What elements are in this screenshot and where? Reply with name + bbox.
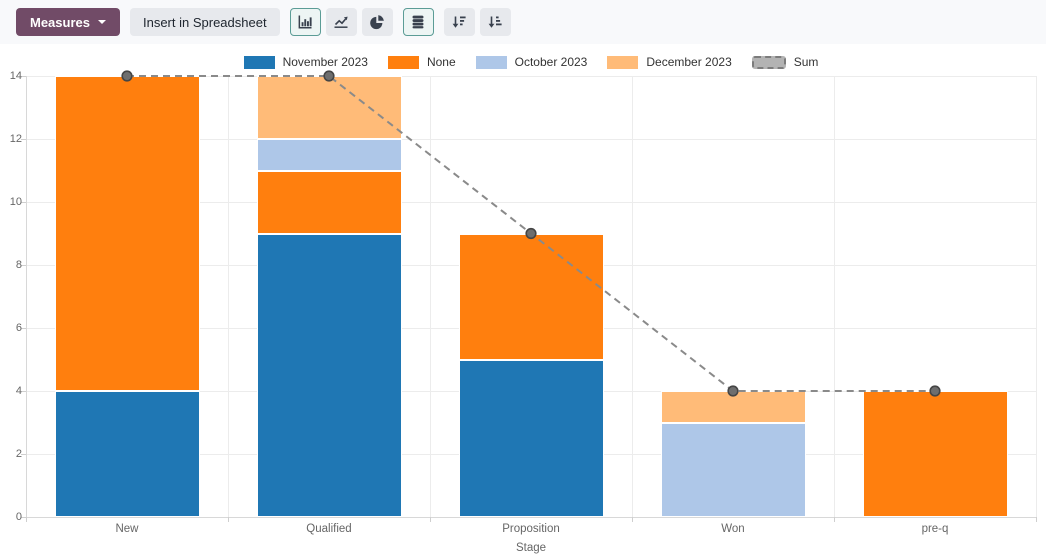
- legend-swatch: [607, 55, 639, 69]
- bar-chart-button[interactable]: [289, 8, 321, 36]
- chart-type-switcher: [289, 8, 393, 36]
- legend-label: Sum: [793, 55, 819, 69]
- line-chart-button[interactable]: [325, 8, 357, 36]
- toolbar: Measures Insert in Spreadsheet: [0, 0, 1046, 44]
- gridline-horizontal: [26, 139, 1036, 140]
- bar-segment-november-2023-proposition[interactable]: [458, 359, 604, 517]
- x-tick-label: Proposition: [502, 523, 560, 535]
- y-tick-label: 4: [15, 385, 22, 397]
- legend-swatch: [243, 55, 275, 69]
- bar-segment-december-2023-qualified[interactable]: [256, 76, 402, 139]
- y-tick-mark: [21, 265, 26, 266]
- legend-item-october-2023[interactable]: October 2023: [475, 55, 588, 69]
- chart-legend: November 2023 None October 2023 December 20…: [26, 55, 1036, 69]
- gridline-horizontal: [26, 517, 1036, 518]
- sum-point[interactable]: [121, 70, 133, 82]
- bar-segment-none-qualified[interactable]: [256, 170, 402, 234]
- y-tick-mark: [21, 454, 26, 455]
- y-tick-mark: [21, 202, 26, 203]
- sort-descending-button[interactable]: [443, 8, 475, 36]
- legend-label: December 2023: [646, 55, 732, 69]
- y-tick-label: 0: [15, 511, 22, 523]
- bar-segment-none-proposition[interactable]: [458, 233, 604, 360]
- x-tick-label: pre-q: [921, 523, 949, 535]
- sort-ascending-icon: [487, 14, 503, 30]
- sort-descending-icon: [451, 14, 467, 30]
- y-tick-mark: [21, 139, 26, 140]
- y-tick-label: 6: [15, 322, 22, 334]
- legend-item-none[interactable]: None: [387, 55, 456, 69]
- bar-segment-november-2023-new[interactable]: [54, 391, 200, 517]
- bar-segment-october-2023-qualified[interactable]: [256, 139, 402, 171]
- bar-segment-none-new[interactable]: [54, 76, 200, 391]
- insert-in-spreadsheet-label: Insert in Spreadsheet: [142, 14, 267, 30]
- sort-ascending-button[interactable]: [479, 8, 511, 36]
- y-tick-mark: [21, 76, 26, 77]
- y-tick-mark: [21, 517, 26, 518]
- y-tick-label: 10: [9, 196, 22, 208]
- y-tick-label: 2: [15, 448, 22, 460]
- x-tick-mark: [1036, 517, 1037, 522]
- legend-swatch: [751, 55, 786, 69]
- bar-segment-november-2023-qualified[interactable]: [256, 233, 402, 517]
- gridline-horizontal: [26, 76, 1036, 77]
- y-tick-mark: [21, 391, 26, 392]
- x-tick-mark: [834, 517, 835, 522]
- legend-swatch: [475, 55, 507, 69]
- line-chart-icon: [333, 14, 349, 30]
- y-tick-mark: [21, 328, 26, 329]
- gridline-vertical: [26, 76, 27, 517]
- bar-chart-icon: [297, 14, 313, 30]
- legend-swatch: [387, 55, 419, 69]
- gridline-horizontal: [26, 202, 1036, 203]
- sum-point[interactable]: [929, 385, 941, 397]
- bar-segment-none-pre-q[interactable]: [862, 391, 1008, 517]
- legend-label: None: [426, 55, 456, 69]
- gridline-vertical: [834, 76, 835, 517]
- stacked-toggle-button[interactable]: [402, 8, 434, 36]
- sort-buttons: [443, 8, 511, 36]
- y-tick-label: 14: [9, 70, 22, 82]
- legend-label: October 2023: [514, 55, 588, 69]
- x-tick-label: Qualified: [306, 523, 352, 535]
- gridline-vertical: [430, 76, 431, 517]
- x-tick-label: Won: [721, 523, 745, 535]
- x-tick-label: New: [115, 523, 139, 535]
- sum-point[interactable]: [727, 385, 739, 397]
- y-tick-label: 12: [9, 133, 22, 145]
- gridline-vertical: [1036, 76, 1037, 517]
- stacked-icon: [410, 14, 426, 30]
- x-axis-title: Stage: [515, 542, 547, 554]
- sum-line-overlay: [121, 70, 941, 397]
- legend-item-december-2023[interactable]: December 2023: [607, 55, 732, 69]
- measures-button-label: Measures: [30, 14, 90, 30]
- legend-item-november-2023[interactable]: November 2023: [243, 55, 368, 69]
- measures-button[interactable]: Measures: [16, 8, 120, 36]
- sum-point[interactable]: [323, 70, 335, 82]
- chart-region: November 2023 None October 2023 December 20…: [0, 44, 1046, 559]
- legend-item-sum[interactable]: Sum: [751, 55, 819, 69]
- gridline-vertical: [632, 76, 633, 517]
- gridline-vertical: [228, 76, 229, 517]
- x-tick-mark: [632, 517, 633, 522]
- pie-chart-button[interactable]: [361, 8, 393, 36]
- pie-chart-icon: [369, 14, 385, 30]
- x-tick-mark: [430, 517, 431, 522]
- x-tick-mark: [228, 517, 229, 522]
- insert-in-spreadsheet-button[interactable]: Insert in Spreadsheet: [129, 8, 280, 36]
- legend-label: November 2023: [282, 55, 368, 69]
- sum-point[interactable]: [525, 227, 537, 240]
- x-tick-mark: [26, 517, 27, 522]
- chevron-down-icon: [97, 20, 106, 24]
- bar-segment-october-2023-won[interactable]: [660, 422, 806, 517]
- y-tick-label: 8: [15, 259, 22, 271]
